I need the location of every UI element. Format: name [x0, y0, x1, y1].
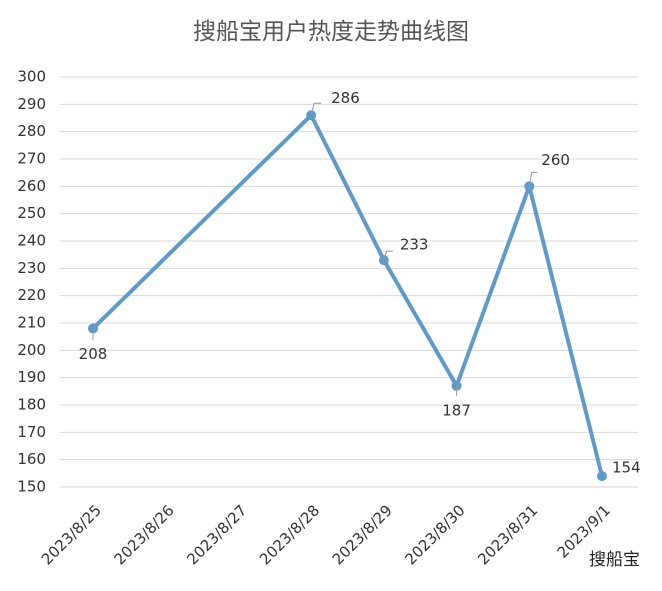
y-tick-label: 170 — [17, 423, 46, 441]
y-tick-label: 180 — [17, 396, 46, 414]
x-tick-label: 2023/8/28 — [256, 501, 323, 568]
y-tick-label: 190 — [17, 368, 46, 386]
y-tick-label: 270 — [17, 150, 46, 168]
y-tick-label: 240 — [17, 232, 46, 250]
data-label: 233 — [400, 236, 429, 254]
point — [597, 471, 607, 482]
data-label: 154 — [612, 459, 641, 477]
watermark: 搜船宝 — [589, 550, 640, 570]
line — [91, 113, 604, 477]
x-tick-label: 2023/8/25 — [38, 501, 105, 568]
y-tick-label: 230 — [17, 259, 46, 277]
y-tick-label: 160 — [17, 450, 46, 468]
chart-title: 搜船宝用户热度走势曲线图 — [193, 19, 469, 45]
x-tick-label: 2023/8/27 — [183, 501, 250, 568]
data-label: 286 — [331, 89, 360, 107]
x-tick-label: 2023/8/31 — [474, 501, 541, 568]
y-tick-label: 210 — [17, 314, 46, 332]
y-tick-label: 200 — [17, 341, 46, 359]
y-tick-label: 280 — [17, 122, 46, 140]
y-tick-label: 220 — [17, 286, 46, 304]
y-tick-label: 150 — [17, 478, 46, 496]
y-tick-label: 300 — [17, 68, 46, 86]
data-label: 260 — [541, 151, 570, 169]
x-tick-label: 2023/8/30 — [401, 501, 468, 568]
leader-line — [528, 171, 538, 187]
leader-line — [383, 250, 393, 261]
leader-line — [310, 102, 322, 116]
data-label: 187 — [442, 401, 471, 419]
y-tick-label: 290 — [17, 95, 46, 113]
data-label: 208 — [79, 345, 108, 363]
x-tick-label: 2023/8/26 — [111, 501, 178, 568]
y-tick-label: 250 — [17, 204, 46, 222]
y-tick-label: 260 — [17, 177, 46, 195]
x-tick-label: 2023/8/29 — [329, 501, 396, 568]
